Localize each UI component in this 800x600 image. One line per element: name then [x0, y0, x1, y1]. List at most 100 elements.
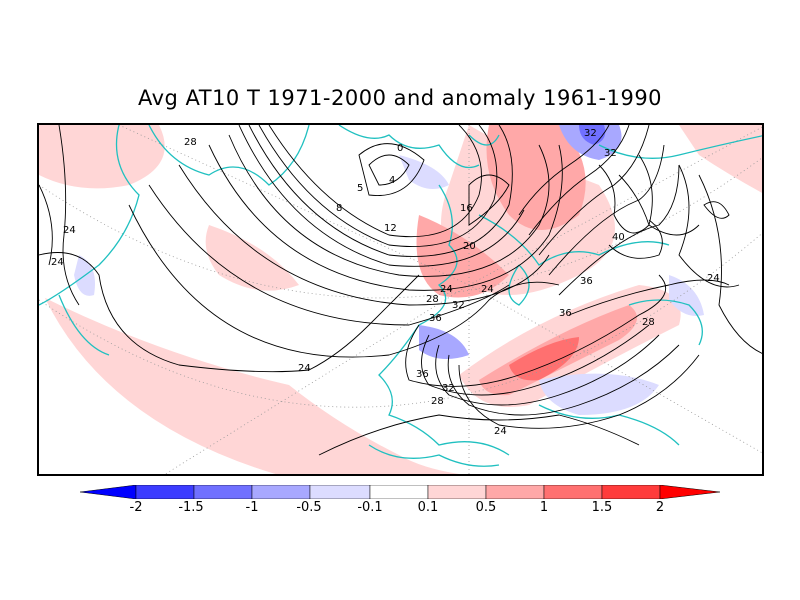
contour-line [698, 174, 762, 354]
anomaly-positive-region [486, 125, 586, 230]
contour-label: 5 [357, 183, 363, 194]
contour-label: 32 [452, 300, 465, 311]
contour-line [208, 144, 563, 291]
coastlines [39, 125, 762, 467]
coastline [598, 135, 762, 159]
anomaly-positive-region [205, 225, 299, 291]
contour-line [528, 125, 630, 236]
contour-label: 16 [460, 203, 473, 214]
contour-line [458, 354, 700, 429]
colorbar-tick-label: -2 [129, 500, 143, 515]
contour-label: 24 [63, 225, 76, 236]
contour-line [58, 125, 80, 306]
colorbar-arrow-low [79, 484, 137, 500]
contour-line [238, 125, 525, 267]
contour-label: 36 [580, 276, 593, 287]
contour-label: 24 [51, 257, 64, 268]
coastline [378, 324, 510, 456]
anomaly-negative-region [419, 325, 469, 359]
coastline [338, 125, 480, 169]
colorbar-arrow-high [659, 484, 721, 500]
colorbar-tick-label: 2 [655, 500, 665, 515]
contour-line [538, 125, 650, 256]
contour-label: 36 [416, 369, 429, 380]
contour-line [703, 201, 730, 219]
colorbar-swatch [309, 484, 371, 500]
colorbar-swatch [135, 484, 195, 500]
contour-labels: 28 0 4 5 8 12 16 20 24 24 28 32 36 36 32… [51, 128, 720, 437]
anomaly-positive-region [416, 215, 509, 298]
colorbar-tick-label: -0.1 [357, 500, 383, 515]
anomaly-positive-region [39, 125, 165, 189]
contour-line [268, 125, 482, 238]
colorbar-tick-label: 0.5 [475, 500, 497, 515]
map-canvas: 28 0 4 5 8 12 16 20 24 24 28 32 36 36 32… [39, 125, 762, 474]
graticule-line [118, 125, 470, 286]
contour-label: 32 [442, 383, 455, 394]
contour-line [608, 219, 663, 259]
colorbar-swatch [369, 484, 429, 500]
graticule-line [468, 126, 762, 286]
colorbar-tick-label: -1.5 [178, 500, 204, 515]
contour-line [308, 274, 420, 371]
contour-label: 8 [336, 203, 342, 214]
contour-label: 24 [440, 284, 453, 295]
contour-line [39, 252, 310, 373]
colorbar-swatch [193, 484, 253, 500]
contour-line [568, 279, 730, 316]
contour-label: 36 [559, 308, 572, 319]
colorbar-tick-label: -1 [245, 500, 259, 515]
contour-line [228, 134, 550, 277]
coastline [368, 444, 500, 467]
contour-label: 24 [481, 284, 494, 295]
contour-label: 24 [298, 363, 311, 374]
anomaly-positive-region [39, 295, 519, 474]
contour-label: 28 [184, 137, 197, 148]
contour-line [248, 125, 513, 257]
colorbar-tick-label: -0.5 [296, 500, 322, 515]
contour-label: 24 [494, 426, 507, 437]
colorbar-swatch [485, 484, 545, 500]
colorbar-swatch [543, 484, 603, 500]
anomaly-negative-region [399, 155, 449, 189]
contour-line [318, 414, 640, 456]
colorbar-swatch [601, 484, 661, 500]
contour-line [368, 154, 410, 186]
anomaly-positive-region [509, 337, 579, 381]
contour-line [678, 164, 740, 288]
map-title: Avg AT10 T 1971-2000 and anomaly 1961-19… [137, 86, 663, 110]
contour-label: 28 [426, 294, 439, 305]
temperature-contours [39, 125, 762, 456]
coastline [508, 264, 530, 306]
contour-label: 32 [584, 128, 597, 139]
coastline [39, 125, 140, 306]
coastline [418, 184, 458, 326]
colorbar-tick-label: 0.1 [417, 500, 439, 515]
contour-line [518, 125, 610, 216]
contour-line [421, 324, 650, 396]
contour-line [548, 144, 665, 276]
contour-label: 40 [612, 232, 625, 243]
contour-line [39, 184, 53, 266]
coastline [468, 134, 500, 146]
anomaly-negative-region [669, 275, 704, 316]
contour-line [128, 204, 560, 358]
contour-line [358, 143, 425, 197]
graticule [39, 125, 762, 474]
contour-line [258, 125, 498, 247]
graticule-line [39, 232, 762, 408]
contour-line [447, 344, 680, 416]
contour-label: 36 [429, 313, 442, 324]
contour-line [468, 174, 510, 226]
colorbar [79, 484, 722, 503]
colorbar-swatch [427, 484, 487, 500]
graticule-line [164, 284, 470, 474]
contour-line [435, 334, 660, 406]
colorbar-swatch [251, 484, 311, 500]
colorbar-tick-label: 1.5 [591, 500, 613, 515]
contour-label: 20 [463, 241, 476, 252]
contour-label: 4 [389, 175, 395, 186]
anomaly-negative-region [539, 373, 659, 415]
contour-label: 28 [642, 317, 655, 328]
contour-label: 24 [707, 273, 720, 284]
